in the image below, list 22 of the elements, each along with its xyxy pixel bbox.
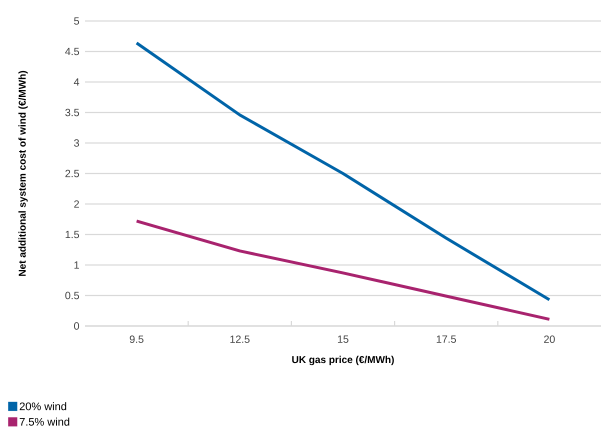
x-tick-label: 17.5 xyxy=(436,336,456,343)
y-tick-label: 4.5 xyxy=(65,48,80,56)
x-tick-label: 15 xyxy=(338,336,348,343)
legend-label: 20% wind xyxy=(20,402,66,410)
y-tick-label: 3 xyxy=(74,139,80,147)
y-tick-label: 0 xyxy=(74,322,80,330)
x-tick-label: 20 xyxy=(544,336,555,343)
y-tick-label: 4 xyxy=(74,78,80,86)
x-axis-title: UK gas price (€/MWh) xyxy=(292,356,394,366)
y-tick-label: 5 xyxy=(74,17,80,25)
y-tick-label: 2.5 xyxy=(65,170,80,178)
y-axis-title: Net additional system cost of wind (€/MWh) xyxy=(18,70,28,276)
x-tick-label: 12.5 xyxy=(230,336,250,343)
y-tick-label: 3.5 xyxy=(65,108,80,116)
line-series xyxy=(135,41,551,302)
y-tick-label: 1.5 xyxy=(66,230,80,238)
legend-label: 7.5% wind xyxy=(20,418,70,426)
y-tick-label: 1 xyxy=(74,261,79,269)
y-tick-label: 2 xyxy=(74,200,79,208)
x-tick-label: 9.5 xyxy=(130,336,144,343)
line-series xyxy=(135,220,551,321)
y-tick-label: 0.5 xyxy=(65,292,80,300)
